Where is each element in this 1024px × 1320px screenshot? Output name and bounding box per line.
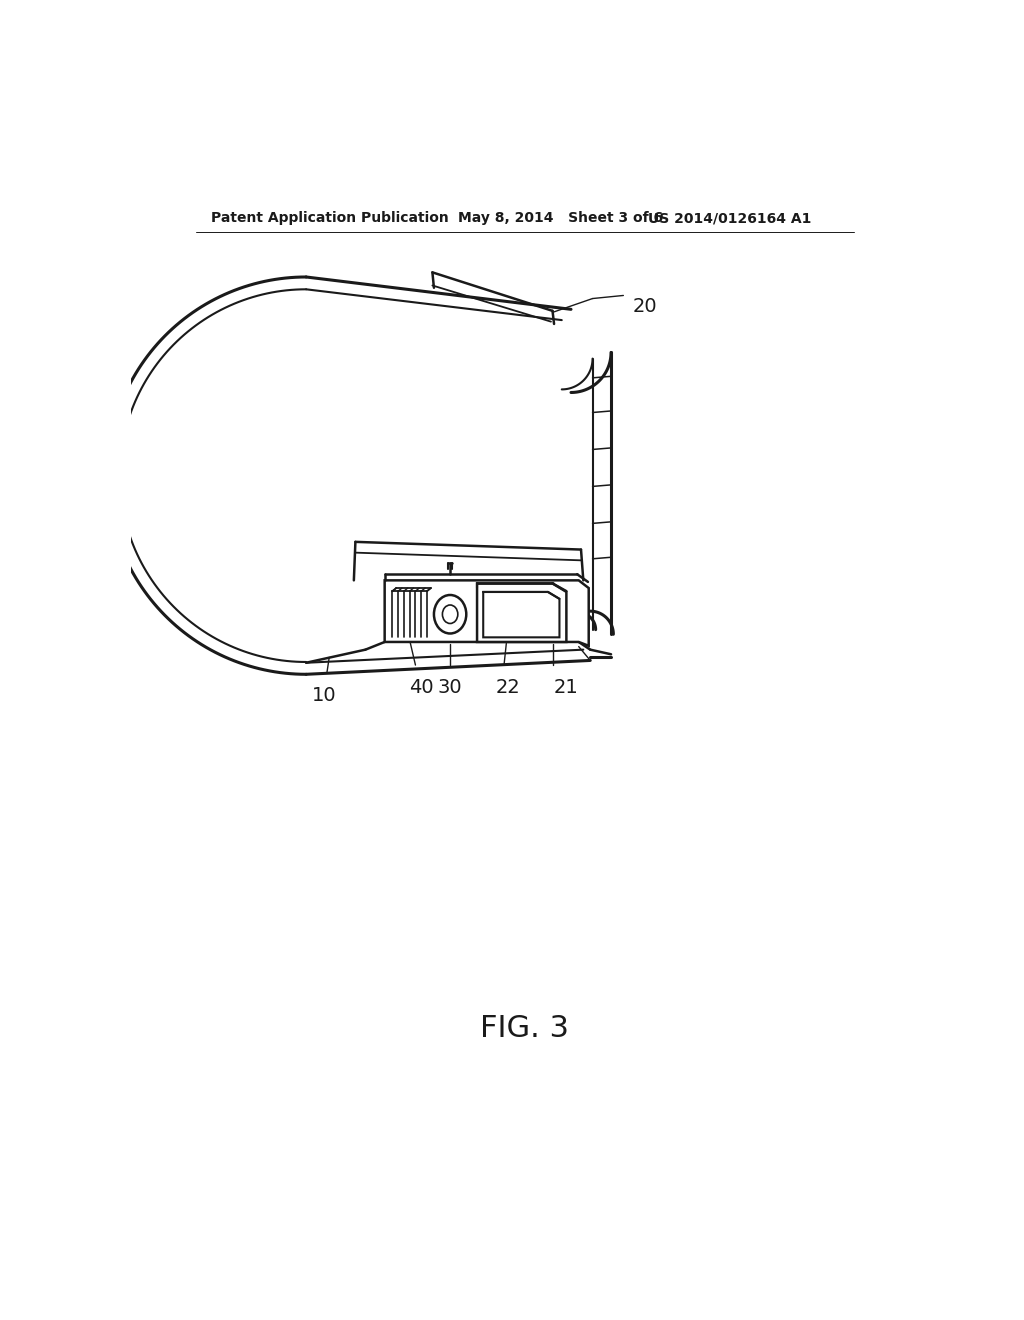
Text: 20: 20 (633, 297, 657, 315)
Text: 22: 22 (496, 678, 520, 697)
Text: 21: 21 (553, 678, 578, 697)
Ellipse shape (434, 595, 466, 634)
Ellipse shape (442, 605, 458, 623)
Text: May 8, 2014   Sheet 3 of 6: May 8, 2014 Sheet 3 of 6 (458, 211, 663, 226)
Polygon shape (477, 583, 566, 642)
Text: US 2014/0126164 A1: US 2014/0126164 A1 (648, 211, 811, 226)
Text: Patent Application Publication: Patent Application Publication (211, 211, 450, 226)
Text: 30: 30 (438, 678, 463, 697)
Polygon shape (483, 591, 559, 638)
Text: 40: 40 (410, 678, 434, 697)
Text: FIG. 3: FIG. 3 (480, 1014, 569, 1043)
Text: 10: 10 (312, 686, 337, 705)
Polygon shape (385, 581, 589, 645)
